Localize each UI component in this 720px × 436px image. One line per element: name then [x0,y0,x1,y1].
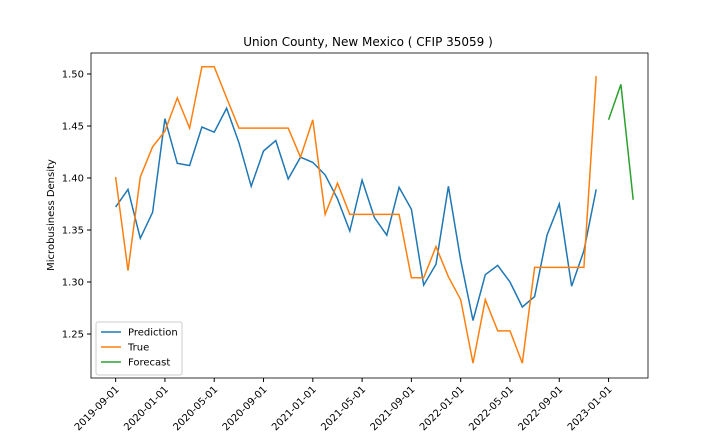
legend-label: True [127,343,149,354]
plot-frame [90,52,649,379]
x-tick-label: 2023-01-01 [566,384,615,432]
x-tick-label: 2019-09-01 [73,384,122,432]
x-tick-label: 2022-09-01 [517,384,566,432]
x-tick-label: 2020-09-01 [221,384,270,432]
series-line [114,106,597,321]
y-axis-label: Microbusiness Density [46,159,57,271]
chart-title: Union County, New Mexico ( CFIP 35059 ) [243,35,493,49]
legend-label: Prediction [128,328,178,339]
x-tick-label: 2020-05-01 [171,384,220,432]
y-tick-label: 1.30 [62,278,84,289]
x-tick-label: 2022-05-01 [467,384,516,432]
y-tick-label: 1.35 [62,226,84,237]
y-tick-label: 1.25 [62,330,84,341]
y-tick-label: 1.50 [62,70,84,81]
series-line [607,84,634,200]
x-tick-label: 2020-01-01 [122,384,171,432]
x-tick-label: 2021-01-01 [270,384,319,432]
y-tick-label: 1.40 [62,174,84,185]
x-tick-label: 2022-01-01 [418,384,467,432]
series-line [114,65,597,364]
x-tick-label: 2021-05-01 [319,384,368,432]
legend: Prediction True Forecast [95,321,183,376]
y-tick-label: 1.45 [62,122,84,133]
x-tick-label: 2021-09-01 [369,384,418,432]
legend-label: Forecast [128,358,170,369]
